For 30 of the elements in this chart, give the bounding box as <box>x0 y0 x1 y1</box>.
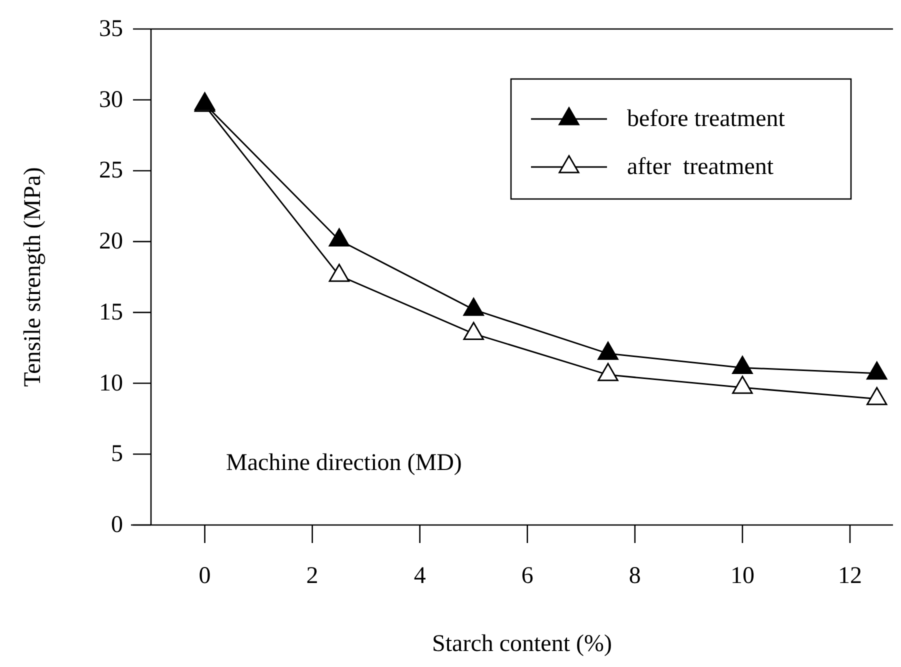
x-tick-label: 4 <box>414 563 426 589</box>
point <box>463 298 484 316</box>
y-tick-label: 35 <box>99 16 123 42</box>
x-axis-title: Starch content (%) <box>432 631 612 657</box>
y-tick-label: 15 <box>99 299 123 326</box>
x-tick-label: 2 <box>306 563 318 589</box>
point <box>328 228 350 246</box>
y-tick-label: 30 <box>99 86 123 113</box>
point <box>598 362 618 382</box>
annotation: Machine direction (MD) <box>226 450 462 476</box>
point <box>866 387 888 406</box>
y-tick-label: 20 <box>99 228 123 255</box>
y-axis-title: Tensile strength (MPa) <box>20 167 46 387</box>
y-tick-label: 10 <box>99 370 123 396</box>
point <box>463 322 484 340</box>
x-tick-label: 0 <box>198 563 211 589</box>
point <box>598 342 618 360</box>
point <box>866 362 888 380</box>
y-tick-label: 5 <box>111 441 123 468</box>
x-tick-label: 8 <box>628 563 641 589</box>
point <box>732 356 753 374</box>
point <box>732 376 753 394</box>
point <box>328 264 350 282</box>
y-tick-label: 25 <box>99 158 123 184</box>
x-tick-label: 6 <box>521 563 534 589</box>
legend-label: before treatment <box>627 106 786 132</box>
x-tick-label: 12 <box>838 563 862 589</box>
x-tick-label: 10 <box>730 563 754 589</box>
legend-label: after treatment <box>627 154 774 180</box>
y-tick-label: 0 <box>111 512 123 538</box>
